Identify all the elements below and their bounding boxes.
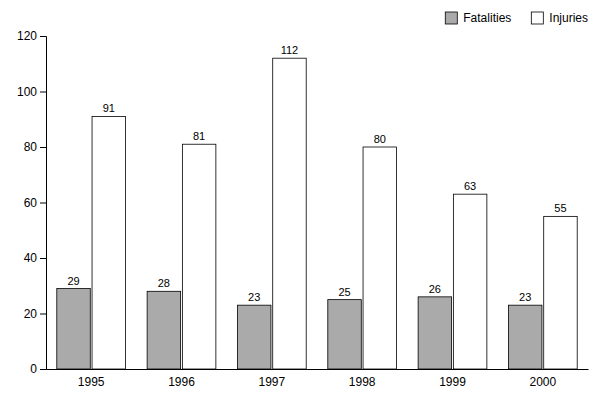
bar [182,144,215,369]
bar [237,305,270,369]
y-tick-mark [40,258,46,259]
y-tick-mark [40,203,46,204]
data-label: 25 [338,286,350,298]
bars [57,58,577,369]
y-tick: 40 [24,251,46,265]
legend-label: Injuries [549,11,588,25]
bar-series [92,58,577,369]
y-tick-label: 120 [17,29,37,43]
x-axis: 1995 1996 1997 1998 1999 2000 [47,370,589,389]
bar [147,291,180,369]
bar [328,300,361,369]
chart: 2928232526239181112806355199519961997199… [0,0,604,401]
bar [418,297,451,369]
y-tick-label: 100 [17,85,37,99]
legend-label: Fatalities [463,11,511,25]
y-tick: 80 [24,140,46,154]
x-tick: 2000 [529,375,556,389]
y-tick-label: 80 [24,140,38,154]
data-label: 91 [103,102,115,114]
data-labels: 29 28 23 25 26 23 91 81 112 80 63 55 [67,44,566,303]
y-tick: 100 [17,85,46,99]
data-label: 23 [519,291,531,303]
chart-container: 2928232526239181112806355199519961997199… [0,0,604,401]
x-tick-label: 2000 [529,375,556,389]
y-tick-mark [40,369,46,370]
data-label: 28 [158,277,170,289]
data-label: 80 [374,133,386,145]
bar [363,147,396,369]
y-tick-mark [40,36,46,37]
plot-area: 2928232526239181112806355199519961997199… [17,29,589,388]
data-label: 26 [429,283,441,295]
y-tick-label: 60 [24,196,38,210]
data-label: 112 [281,44,299,56]
data-label: 29 [67,275,79,287]
legend: Fatalities Injuries [445,11,588,25]
bar [508,305,541,369]
y-tick: 120 [17,29,46,43]
y-tick: 0 [30,362,46,376]
y-tick: 20 [24,307,46,321]
data-label: 55 [554,202,566,214]
legend-swatch [531,12,543,24]
y-tick-mark [40,147,46,148]
data-label: 63 [464,180,476,192]
bar [92,116,125,369]
y-tick-label: 0 [30,362,37,376]
x-tick: 1995 [78,375,105,389]
y-tick-label: 40 [24,251,38,265]
y-tick-label: 20 [24,307,38,321]
legend-item: Fatalities [445,11,511,25]
bar [544,216,577,369]
data-label: 23 [248,291,260,303]
y-tick-mark [40,314,46,315]
y-axis: 0 20 40 60 80 100 120 [17,29,47,376]
x-axis-line [47,369,589,370]
y-axis-line [40,37,47,370]
x-tick: 1999 [439,375,466,389]
x-tick: 1996 [168,375,195,389]
legend-swatch [445,12,457,24]
bar [453,194,486,369]
x-tick-label: 1996 [168,375,195,389]
x-tick-label: 1999 [439,375,466,389]
bar [273,58,306,369]
x-tick: 1997 [258,375,285,389]
x-tick: 1998 [349,375,376,389]
y-tick: 60 [24,196,46,210]
legend-item: Injuries [531,11,588,25]
y-tick-mark [40,92,46,93]
x-tick-label: 1995 [78,375,105,389]
x-tick-label: 1998 [349,375,376,389]
bar [57,289,90,369]
data-label: 81 [193,130,205,142]
x-tick-label: 1997 [258,375,285,389]
